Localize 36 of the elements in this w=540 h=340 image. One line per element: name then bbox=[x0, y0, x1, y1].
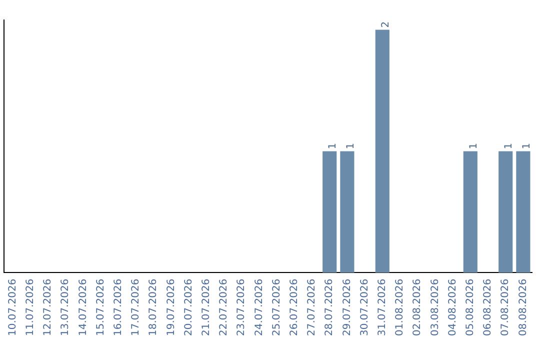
x-tick-label: 11.07.2026 bbox=[24, 278, 36, 336]
x-tick-label: 25.07.2026 bbox=[271, 278, 282, 336]
x-tick-label: 04.08.2026 bbox=[447, 278, 458, 336]
x-tick-label: 29.07.2026 bbox=[342, 278, 353, 336]
data-label: 1 bbox=[504, 142, 515, 150]
x-tick-label: 22.07.2026 bbox=[218, 278, 230, 336]
x-tick-label: 30.07.2026 bbox=[359, 278, 370, 336]
x-tick-label: 24.07.2026 bbox=[254, 278, 265, 336]
x-tick-label: 21.07.2026 bbox=[200, 278, 212, 336]
data-label: 2 bbox=[380, 21, 392, 28]
data-label: 1 bbox=[521, 142, 532, 150]
x-tick-label: 17.07.2026 bbox=[130, 278, 142, 336]
x-tick-label: 14.07.2026 bbox=[78, 278, 89, 336]
x-tick-label: 13.07.2026 bbox=[60, 278, 72, 336]
x-tick-label: 15.07.2026 bbox=[95, 278, 106, 336]
x-tick-label: 28.07.2026 bbox=[324, 278, 336, 336]
x-tick-label: 12.07.2026 bbox=[42, 278, 54, 336]
x-tick-label: 27.07.2026 bbox=[306, 278, 318, 336]
x-tick-label: 07.08.2026 bbox=[500, 278, 512, 336]
x-tick-label: 05.08.2026 bbox=[464, 278, 476, 336]
x-tick-label: 26.07.2026 bbox=[288, 278, 300, 336]
data-label: 1 bbox=[468, 142, 480, 150]
x-tick-label: 10.07.2026 bbox=[7, 278, 18, 336]
x-tick-label: 03.08.2026 bbox=[430, 278, 441, 336]
x-tick-label: 23.07.2026 bbox=[236, 278, 248, 336]
data-label: 1 bbox=[328, 142, 339, 150]
x-tick-label: 31.07.2026 bbox=[376, 278, 388, 336]
data-label: 1 bbox=[345, 142, 356, 150]
x-tick-label: 20.07.2026 bbox=[183, 278, 194, 336]
x-tick-label: 18.07.2026 bbox=[148, 278, 160, 336]
x-tick-label: 16.07.2026 bbox=[112, 278, 124, 336]
x-tick-label: 08.08.2026 bbox=[518, 278, 529, 336]
x-tick-label: 01.08.2026 bbox=[394, 278, 406, 336]
x-tick-label: 06.08.2026 bbox=[482, 278, 494, 336]
x-tick-label: 02.08.2026 bbox=[412, 278, 424, 336]
x-tick-label: 19.07.2026 bbox=[166, 278, 177, 336]
